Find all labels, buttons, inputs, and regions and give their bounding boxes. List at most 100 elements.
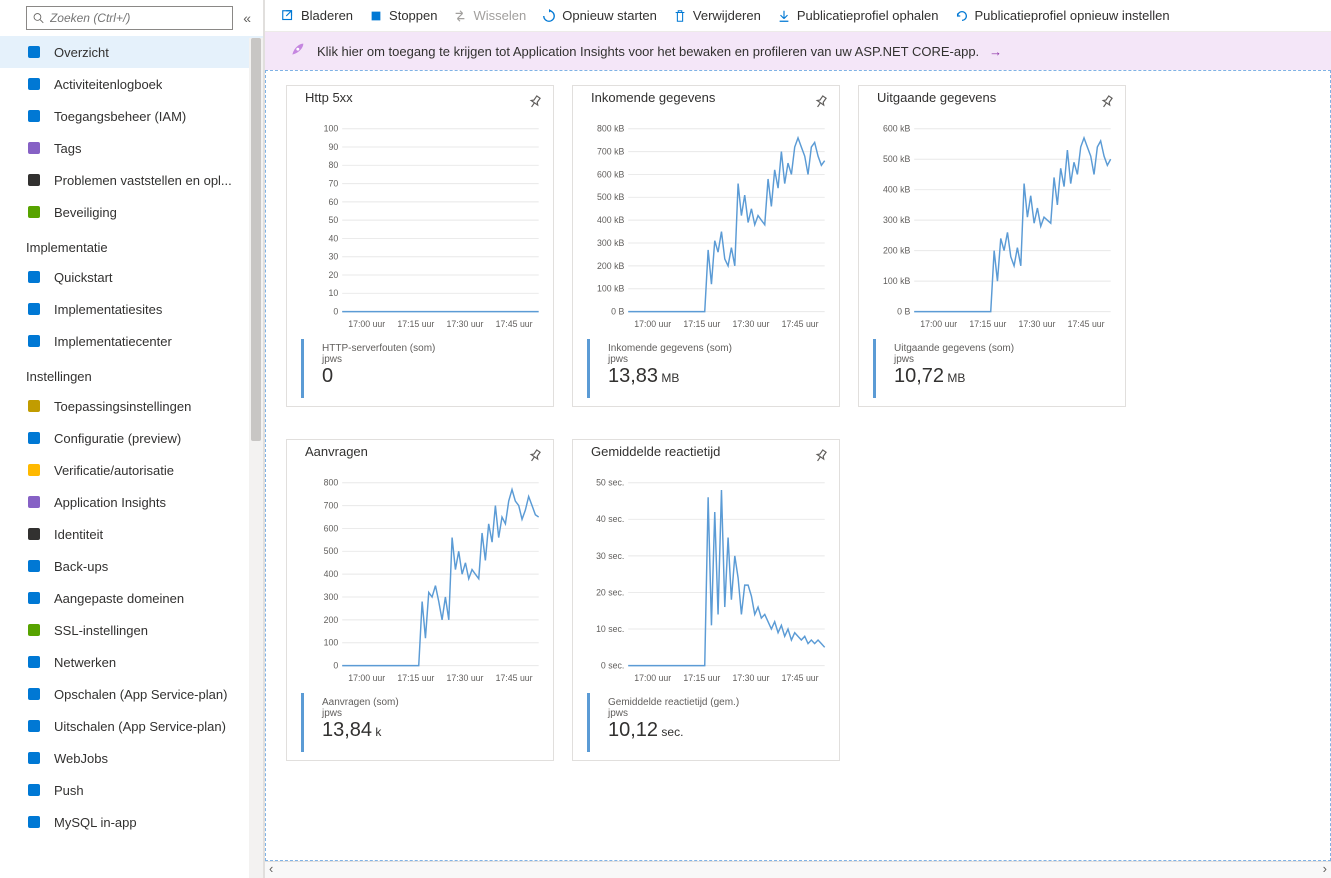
sidebar-item-impl-0[interactable]: Quickstart — [0, 261, 263, 293]
sidebar-item-settings-5[interactable]: Back-ups — [0, 550, 263, 582]
chart-plot: 0 B100 kB200 kB300 kB400 kB500 kB600 kB1… — [859, 113, 1125, 333]
svg-text:10: 10 — [329, 288, 339, 298]
browse-button[interactable]: Bladeren — [281, 8, 353, 23]
svg-text:17:00 uur: 17:00 uur — [920, 319, 957, 329]
chart-plot: 0 sec.10 sec.20 sec.30 sec.40 sec.50 sec… — [573, 467, 839, 687]
sidebar-scrollbar[interactable] — [249, 38, 263, 878]
chart-card-2: Uitgaande gegevens0 B100 kB200 kB300 kB4… — [858, 85, 1126, 407]
metric-site: jpws — [608, 354, 829, 365]
sidebar-item-impl-1[interactable]: Implementatiesites — [0, 293, 263, 325]
browse-label: Bladeren — [301, 8, 353, 23]
svg-text:200 kB: 200 kB — [883, 246, 910, 256]
sidebar-item-main-1[interactable]: Activiteitenlogboek — [0, 68, 263, 100]
chart-title: Inkomende gegevens — [591, 90, 715, 105]
nav-section-settings: Instellingen — [0, 357, 263, 390]
pin-button[interactable] — [813, 90, 829, 113]
sidebar-item-settings-0[interactable]: Toepassingsinstellingen — [0, 390, 263, 422]
collapse-sidebar-button[interactable]: « — [239, 8, 255, 28]
svg-text:0 B: 0 B — [897, 307, 910, 317]
delete-button[interactable]: Verwijderen — [673, 8, 761, 23]
svg-text:17:45 uur: 17:45 uur — [496, 319, 533, 329]
nav-icon — [26, 333, 42, 349]
sidebar-item-settings-3[interactable]: Application Insights — [0, 486, 263, 518]
chart-title: Http 5xx — [305, 90, 353, 105]
metric-value: 13,84 k — [322, 719, 543, 742]
svg-text:17:00 uur: 17:00 uur — [634, 673, 671, 683]
sidebar-item-settings-8[interactable]: Netwerken — [0, 646, 263, 678]
sidebar-item-settings-13[interactable]: MySQL in-app — [0, 806, 263, 838]
sidebar-item-settings-9[interactable]: Opschalen (App Service-plan) — [0, 678, 263, 710]
sidebar-item-main-4[interactable]: Problemen vaststellen en opl... — [0, 164, 263, 196]
svg-text:70: 70 — [329, 179, 339, 189]
pin-button[interactable] — [527, 90, 543, 113]
restart-icon — [542, 9, 556, 23]
reset-profile-button[interactable]: Publicatieprofiel opnieuw instellen — [955, 8, 1170, 23]
svg-text:0 B: 0 B — [611, 307, 624, 317]
sidebar-item-main-0[interactable]: Overzicht — [0, 36, 263, 68]
rocket-icon — [285, 40, 307, 62]
nav-icon — [26, 140, 42, 156]
nav-icon — [26, 622, 42, 638]
sidebar-item-main-2[interactable]: Toegangsbeheer (IAM) — [0, 100, 263, 132]
reset-profile-label: Publicatieprofiel opnieuw instellen — [975, 8, 1170, 23]
svg-text:60: 60 — [329, 197, 339, 207]
sidebar-item-settings-1[interactable]: Configuratie (preview) — [0, 422, 263, 454]
svg-text:17:00 uur: 17:00 uur — [348, 319, 385, 329]
stop-icon — [369, 9, 383, 23]
metric-name: Aanvragen (som) — [322, 697, 543, 708]
sidebar-item-main-3[interactable]: Tags — [0, 132, 263, 164]
metric-name: HTTP-serverfouten (som) — [322, 343, 543, 354]
nav-icon — [26, 494, 42, 510]
insights-banner[interactable]: Klik hier om toegang te krijgen tot Appl… — [265, 32, 1331, 70]
svg-text:80: 80 — [329, 160, 339, 170]
sidebar-item-label: Back-ups — [54, 559, 108, 574]
sidebar-item-label: Tags — [54, 141, 81, 156]
nav-icon — [26, 558, 42, 574]
svg-text:90: 90 — [329, 142, 339, 152]
sidebar-item-settings-6[interactable]: Aangepaste domeinen — [0, 582, 263, 614]
sidebar-item-settings-4[interactable]: Identiteit — [0, 518, 263, 550]
svg-text:500: 500 — [324, 546, 339, 556]
chart-title: Aanvragen — [305, 444, 368, 459]
svg-text:30 sec.: 30 sec. — [596, 551, 624, 561]
stop-label: Stoppen — [389, 8, 437, 23]
stop-button[interactable]: Stoppen — [369, 8, 437, 23]
svg-text:300 kB: 300 kB — [883, 215, 910, 225]
sidebar-item-settings-7[interactable]: SSL-instellingen — [0, 614, 263, 646]
svg-text:600 kB: 600 kB — [597, 169, 624, 179]
sidebar-item-settings-12[interactable]: Push — [0, 774, 263, 806]
sidebar-item-settings-10[interactable]: Uitschalen (App Service-plan) — [0, 710, 263, 742]
svg-text:17:15 uur: 17:15 uur — [969, 319, 1006, 329]
content-area: Http 5xx010203040506070809010017:00 uur1… — [265, 70, 1331, 861]
search-input[interactable] — [50, 11, 226, 25]
sidebar-item-main-5[interactable]: Beveiliging — [0, 196, 263, 228]
svg-text:0: 0 — [333, 661, 338, 671]
sidebar-item-label: Uitschalen (App Service-plan) — [54, 719, 226, 734]
metric-site: jpws — [322, 708, 543, 719]
sidebar-item-settings-11[interactable]: WebJobs — [0, 742, 263, 774]
delete-label: Verwijderen — [693, 8, 761, 23]
pin-button[interactable] — [813, 444, 829, 467]
swap-label: Wisselen — [473, 8, 526, 23]
sidebar-item-label: Identiteit — [54, 527, 103, 542]
sidebar-item-settings-2[interactable]: Verificatie/autorisatie — [0, 454, 263, 486]
restart-button[interactable]: Opnieuw starten — [542, 8, 657, 23]
sidebar-item-impl-2[interactable]: Implementatiecenter — [0, 325, 263, 357]
pin-button[interactable] — [1099, 90, 1115, 113]
browse-icon — [281, 9, 295, 23]
svg-text:0: 0 — [333, 307, 338, 317]
pin-button[interactable] — [527, 444, 543, 467]
metric-name: Uitgaande gegevens (som) — [894, 343, 1115, 354]
metric-value: 0 — [322, 365, 543, 388]
reset-icon — [955, 9, 969, 23]
nav-icon — [26, 526, 42, 542]
search-box[interactable] — [26, 6, 233, 30]
chart-card-0: Http 5xx010203040506070809010017:00 uur1… — [286, 85, 554, 407]
svg-text:200: 200 — [324, 615, 339, 625]
horizontal-scrollbar[interactable] — [265, 861, 1331, 878]
svg-text:100 kB: 100 kB — [883, 276, 910, 286]
svg-text:400: 400 — [324, 569, 339, 579]
delete-icon — [673, 9, 687, 23]
get-profile-button[interactable]: Publicatieprofiel ophalen — [777, 8, 939, 23]
chart-card-1: Inkomende gegevens0 B100 kB200 kB300 kB4… — [572, 85, 840, 407]
